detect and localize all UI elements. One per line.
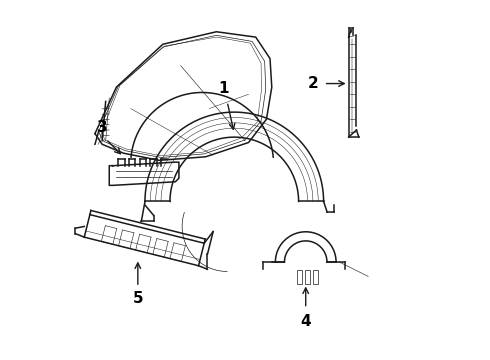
Text: 5: 5 (132, 291, 143, 306)
Text: 4: 4 (300, 314, 311, 329)
Text: 3: 3 (97, 120, 107, 135)
Text: 2: 2 (308, 76, 318, 91)
Bar (305, 270, 310, 284)
Text: 1: 1 (219, 81, 229, 96)
Bar (313, 270, 318, 284)
Bar (297, 270, 302, 284)
